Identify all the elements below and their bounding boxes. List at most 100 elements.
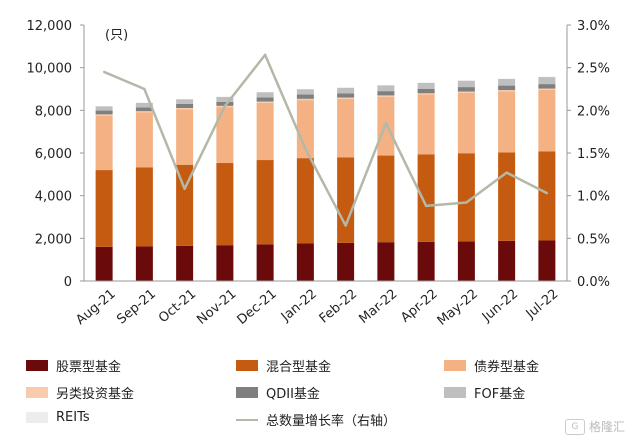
bar-segment <box>135 107 153 112</box>
watermark-text: 格隆汇 <box>588 420 625 434</box>
growth-rate-point <box>102 70 106 74</box>
left-tick-label: 12,000 <box>27 19 73 34</box>
bar-segment <box>498 91 516 153</box>
watermark: G 格隆汇 <box>564 418 625 435</box>
growth-rate-point <box>143 87 146 91</box>
right-tick-label: 2.0% <box>577 104 610 119</box>
legend-swatch <box>26 360 48 371</box>
bar-segment <box>337 157 355 243</box>
bar-segment <box>457 87 475 92</box>
left-tick-label: 8,000 <box>35 104 72 119</box>
bar-segment <box>176 245 194 281</box>
left-tick-label: 4,000 <box>35 190 72 205</box>
growth-rate-polyline <box>103 53 548 227</box>
growth-rate-point <box>505 171 508 174</box>
left-tick-label: 6,000 <box>35 147 72 162</box>
bar-segment <box>457 91 475 93</box>
bar-segment <box>457 241 475 281</box>
legend-label: FOF基金 <box>474 387 526 402</box>
bar-segment <box>256 244 274 281</box>
bar-segment <box>296 243 314 281</box>
right-tick-label: 0.5% <box>577 232 610 247</box>
growth-rate-point <box>384 121 388 125</box>
legend-item: 债券型基金 <box>444 356 539 375</box>
right-tick-label: 1.5% <box>577 147 610 162</box>
bar-segment <box>256 97 274 102</box>
bar-segment <box>377 91 395 96</box>
bar-segment <box>498 240 516 281</box>
bar-segment <box>337 93 355 98</box>
bar-segment <box>457 92 475 154</box>
legend-label: 总数量增长率（右轴） <box>266 414 397 429</box>
bar-segment <box>417 94 435 155</box>
bar-segment <box>498 78 516 86</box>
growth-rate-point <box>304 147 307 150</box>
legend-label: REITs <box>56 410 90 425</box>
bar-segment <box>95 246 113 281</box>
legend-label: 混合型基金 <box>266 360 332 375</box>
bar-segment <box>377 242 395 281</box>
bar-segment <box>417 82 435 89</box>
legend-item: 另类投资基金 <box>26 383 134 402</box>
right-y-axis: 0.0% 0.5% 1.0% 1.5% 2.0% 2.5% 3.0% <box>566 19 610 290</box>
right-tick-label: 1.0% <box>577 190 610 205</box>
bar-segment <box>135 111 153 113</box>
left-tick-label: 2,000 <box>35 232 72 247</box>
bar-segment <box>337 87 355 94</box>
bar-segment <box>377 155 395 243</box>
x-tick-label: Jun-22 <box>479 287 521 326</box>
left-tick-label: 10,000 <box>27 62 73 77</box>
legend-item: 混合型基金 <box>236 356 331 375</box>
bar-segment <box>216 163 234 246</box>
right-tick-label: 0.0% <box>577 275 610 290</box>
legend-item: QDII基金 <box>236 383 320 402</box>
bar-segment <box>256 102 274 161</box>
bar-segment <box>538 240 556 281</box>
bar-segment <box>417 154 435 242</box>
bar-segment <box>135 102 153 108</box>
stacked-bars <box>95 76 556 281</box>
bar-segment <box>176 107 194 110</box>
right-tick-label: 3.0% <box>577 19 610 34</box>
bar-segment <box>216 107 234 164</box>
chart-legend: 股票型基金 混合型基金 债券型基金另类投资基金 QDII基金 FOF基金 REITs 总数量… <box>0 352 635 441</box>
growth-rate-point <box>465 201 468 204</box>
legend-swatch <box>26 412 48 423</box>
bar-segment <box>538 151 556 241</box>
bar-segment <box>377 85 395 92</box>
growth-rate-point <box>424 204 428 208</box>
bar-segment <box>135 167 153 247</box>
y-unit-label: (只) <box>105 28 129 43</box>
bar-segment <box>538 88 556 90</box>
x-tick-label: Feb-22 <box>317 287 361 327</box>
legend-label: 股票型基金 <box>56 360 122 375</box>
bar-segment <box>417 93 435 95</box>
right-tick-label: 2.5% <box>577 62 610 77</box>
x-tick-label: Nov-21 <box>194 287 239 328</box>
x-tick-label: Sep-21 <box>114 287 159 328</box>
bar-segment <box>176 99 194 104</box>
bar-segment <box>538 77 556 85</box>
bar-segment <box>457 80 475 88</box>
x-tick-label: Oct-21 <box>156 287 199 327</box>
legend-item: 总数量增长率（右轴） <box>236 410 396 429</box>
x-tick-label: Dec-21 <box>235 287 280 328</box>
bar-segment <box>176 109 194 165</box>
bar-segment <box>296 158 314 244</box>
growth-rate-point <box>545 191 549 195</box>
legend-swatch <box>444 360 466 371</box>
growth-rate-point <box>263 53 267 57</box>
bar-segment <box>296 100 314 159</box>
bar-segment <box>337 97 355 99</box>
bar-segment <box>296 98 314 101</box>
legend-label: 债券型基金 <box>474 360 540 375</box>
x-tick-label: May-22 <box>435 287 481 329</box>
bar-segment <box>337 98 355 158</box>
bar-segment <box>538 84 556 89</box>
growth-rate-point <box>344 224 347 227</box>
x-axis: Aug-21Sep-21Oct-21Nov-21Dec-21Jan-22Feb-… <box>73 280 567 329</box>
legend-label: 另类投资基金 <box>56 387 135 402</box>
bar-segment <box>337 242 355 281</box>
bar-segment <box>256 92 274 98</box>
watermark-logo-icon: G <box>564 418 585 435</box>
